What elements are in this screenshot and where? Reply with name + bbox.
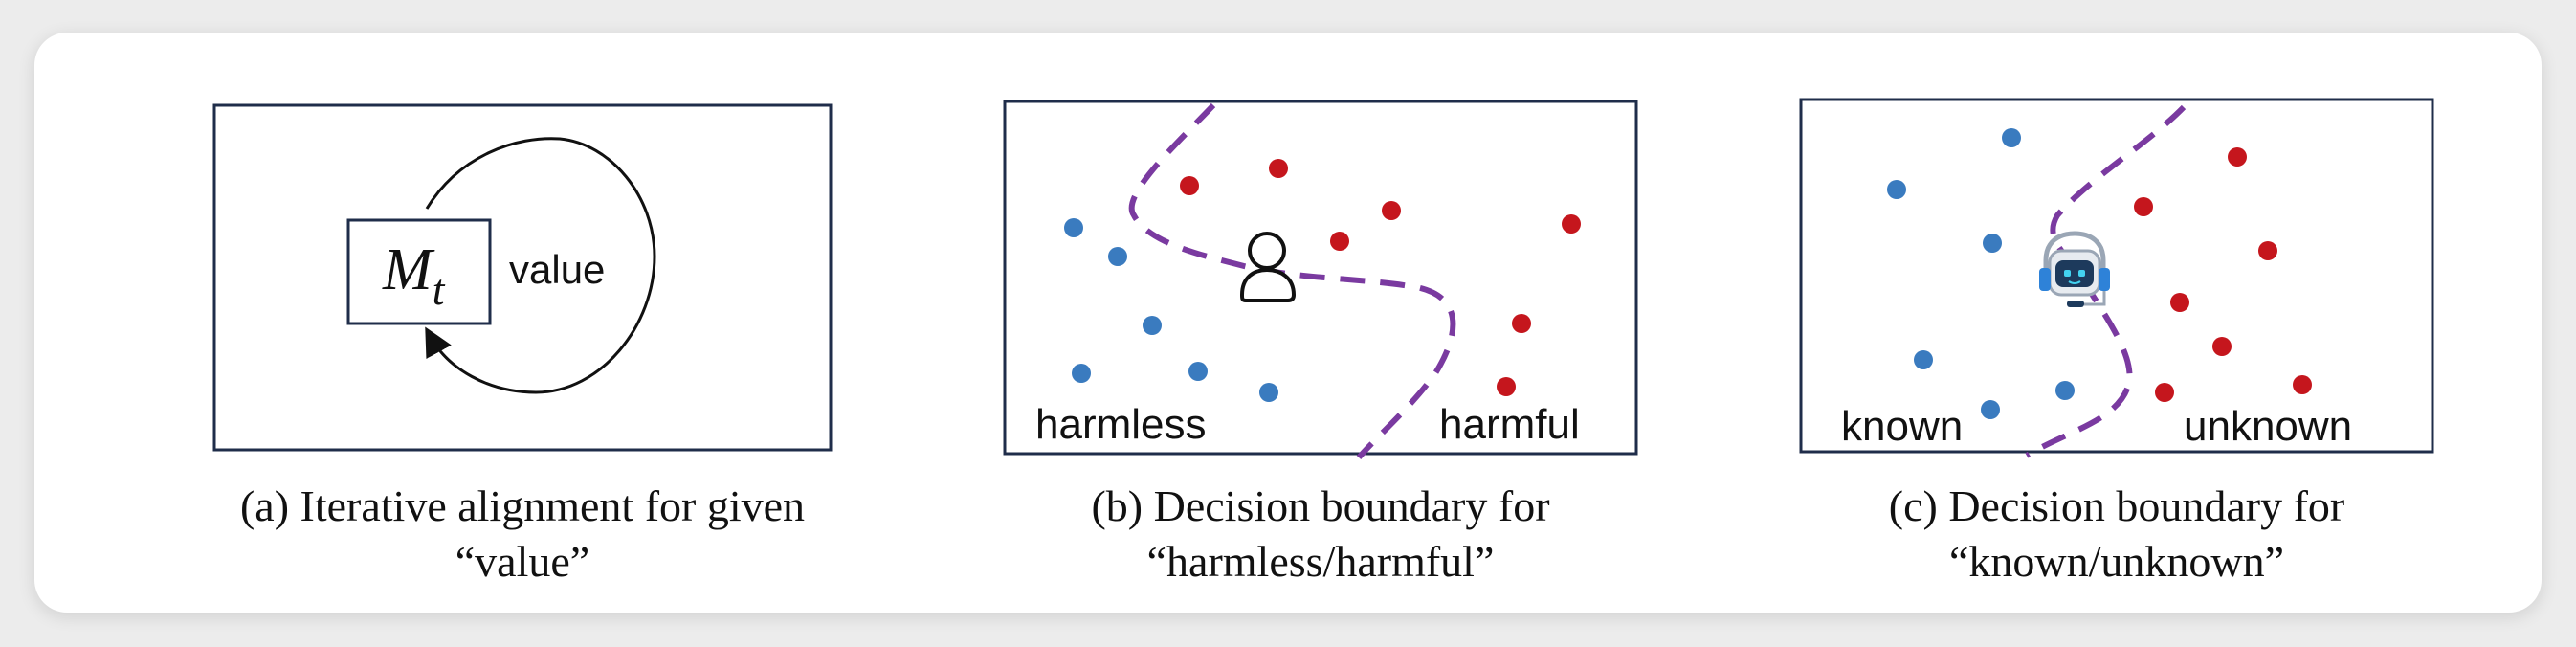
known-point bbox=[1981, 400, 2000, 419]
caption-b-line2: “harmless/harmful” bbox=[1146, 537, 1495, 586]
panel-c: known unknown bbox=[1799, 98, 2434, 458]
harmful-points bbox=[1180, 159, 1581, 396]
unknown-point bbox=[2228, 147, 2247, 167]
known-point bbox=[1983, 234, 2002, 253]
unknown-points bbox=[2134, 147, 2312, 402]
model-symbol: Mt bbox=[382, 237, 446, 314]
panel-c-frame bbox=[1799, 98, 2434, 454]
known-points bbox=[1887, 128, 2075, 419]
unknown-point bbox=[2212, 337, 2232, 356]
decision-boundary-c bbox=[2025, 104, 2187, 458]
panel-b: harmless harmful bbox=[1003, 100, 1638, 459]
harmful-label: harmful bbox=[1439, 401, 1580, 448]
known-label: known bbox=[1841, 403, 1963, 450]
harmless-point bbox=[1188, 362, 1208, 381]
harmful-point bbox=[1497, 377, 1516, 396]
caption-a-line2: “value” bbox=[455, 537, 590, 586]
loop-label: value bbox=[509, 247, 605, 292]
decision-boundary-b bbox=[1128, 102, 1456, 459]
harmful-point bbox=[1512, 314, 1531, 333]
unknown-label: unknown bbox=[2184, 403, 2352, 450]
harmful-point bbox=[1382, 201, 1401, 220]
panel-a-frame bbox=[212, 103, 833, 452]
iteration-loop-arrow bbox=[425, 137, 656, 394]
caption-c-line1: (c) Decision boundary for bbox=[1888, 481, 2345, 530]
harmless-point bbox=[1108, 247, 1127, 266]
robot-headset-icon bbox=[2039, 231, 2110, 307]
person-icon bbox=[1239, 232, 1297, 302]
caption-a-line1: (a) Iterative alignment for given bbox=[239, 481, 806, 530]
harmless-point bbox=[1259, 383, 1278, 402]
unknown-point bbox=[2170, 293, 2189, 312]
known-point bbox=[1887, 180, 1906, 199]
model-subscript: t bbox=[433, 265, 446, 314]
known-point bbox=[2002, 128, 2021, 147]
harmless-point bbox=[1072, 364, 1091, 383]
caption-a: (a) Iterative alignment for given “value… bbox=[130, 479, 915, 590]
panel-b-frame bbox=[1003, 100, 1638, 456]
unknown-point bbox=[2155, 383, 2174, 402]
known-point bbox=[1914, 350, 1933, 369]
caption-c: (c) Decision boundary for “known/unknown… bbox=[1724, 479, 2509, 590]
harmless-point bbox=[1143, 316, 1162, 335]
caption-b-line1: (b) Decision boundary for bbox=[1091, 481, 1550, 530]
unknown-point bbox=[2134, 197, 2153, 216]
harmless-points bbox=[1064, 218, 1278, 402]
harmless-point bbox=[1064, 218, 1083, 237]
harmful-point bbox=[1269, 159, 1288, 178]
known-point bbox=[2055, 381, 2075, 400]
harmful-point bbox=[1562, 214, 1581, 234]
caption-c-line2: “known/unknown” bbox=[1948, 537, 2285, 586]
unknown-point bbox=[2293, 375, 2312, 394]
model-box bbox=[346, 218, 492, 325]
unknown-point bbox=[2258, 241, 2277, 260]
harmful-point bbox=[1180, 176, 1199, 195]
caption-b: (b) Decision boundary for “harmless/harm… bbox=[928, 479, 1713, 590]
harmless-label: harmless bbox=[1035, 401, 1207, 448]
panel-a: Mt value bbox=[212, 103, 833, 452]
harmful-point bbox=[1330, 232, 1349, 251]
